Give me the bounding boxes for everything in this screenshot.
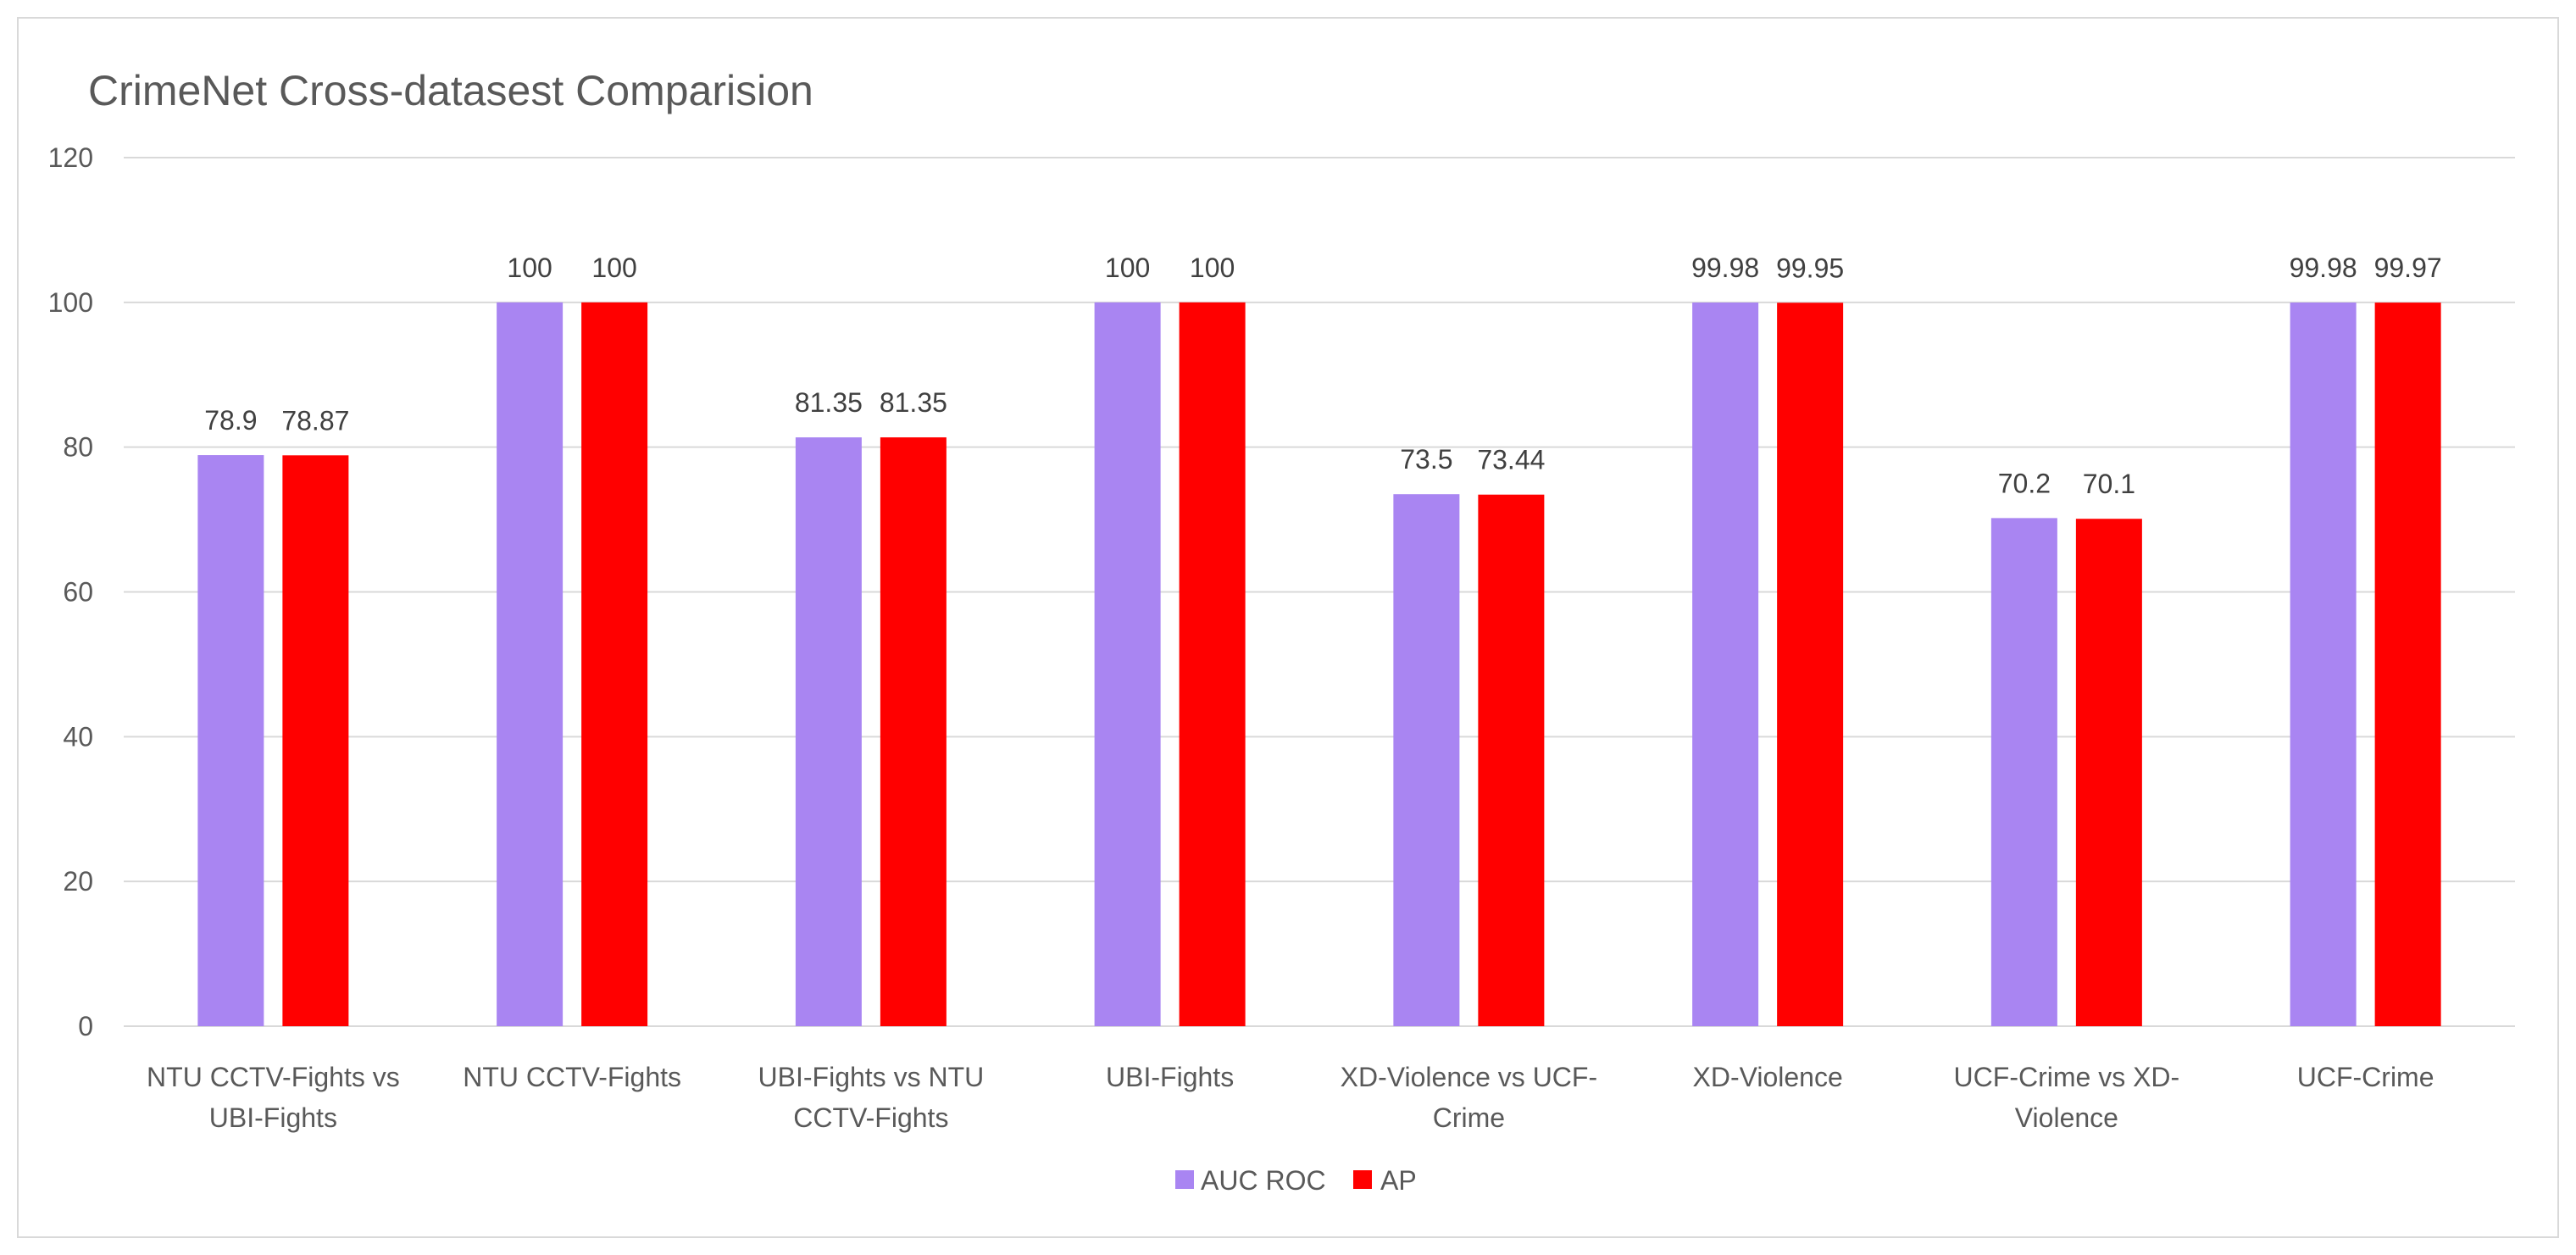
data-label: 99.98 [1691,253,1759,283]
data-label: 100 [1190,253,1235,283]
data-label: 100 [591,253,636,283]
data-label: 70.2 [1998,468,2051,498]
legend-label: AUC ROC [1201,1165,1326,1196]
bar-ap[interactable] [2075,519,2142,1026]
data-label: 81.35 [880,387,947,418]
y-tick-label: 60 [63,577,93,608]
legend-swatch [1353,1170,1372,1189]
data-label: 78.87 [281,405,349,436]
x-axis-categories: NTU CCTV-Fights vs UBI-Fights NTU CCTV-Fig… [147,1062,2434,1133]
bar-auc-roc[interactable] [1094,302,1161,1026]
data-label: 99.97 [2374,253,2442,283]
bar-auc-roc[interactable] [1990,518,2057,1026]
x-category-label: UBI-Fights vs NTU [758,1062,985,1092]
bar-auc-roc[interactable] [1393,494,1460,1026]
x-category-label: UBI-Fights [1106,1062,1234,1092]
data-label: 99.95 [1776,253,1844,283]
y-tick-label: 100 [48,287,93,318]
bar-ap[interactable] [1478,494,1545,1026]
bar-ap[interactable] [1777,303,1844,1027]
bar-auc-roc[interactable] [2290,303,2357,1027]
data-label: 73.44 [1477,445,1545,475]
bar-chart: CrimeNet Cross-datasest Comparision 0 20 4… [48,67,2515,1196]
x-category-label: Crime [1433,1102,1505,1133]
x-category-label: UBI-Fights [209,1102,337,1133]
bar-auc-roc[interactable] [1692,303,1759,1027]
bar-ap[interactable] [282,455,349,1026]
bar-ap[interactable] [581,302,648,1026]
x-category-label: CCTV-Fights [793,1102,948,1133]
bars [197,302,2441,1027]
data-label: 100 [507,253,552,283]
bar-auc-roc[interactable] [497,302,564,1026]
data-labels: 78.9 78.87 100 100 81.35 81.35 100 100 73.5 73.44… [204,253,2441,499]
bar-auc-roc[interactable] [197,455,264,1026]
x-category-label: UCF-Crime [2297,1062,2434,1092]
y-tick-label: 20 [63,866,93,897]
x-category-label: XD-Violence vs UCF- [1341,1062,1597,1092]
bar-ap[interactable] [880,437,947,1026]
x-category-label: XD-Violence [1692,1062,1842,1092]
y-tick-label: 80 [63,432,93,463]
data-label: 70.1 [2083,469,2135,499]
y-axis-ticks: 0 20 40 60 80 100 120 [48,142,93,1041]
data-label: 81.35 [795,387,863,418]
legend-swatch [1175,1170,1194,1189]
data-label: 78.9 [204,405,257,436]
data-label: 100 [1105,253,1150,283]
y-tick-label: 120 [48,142,93,173]
bar-auc-roc[interactable] [795,437,862,1026]
x-category-label: NTU CCTV-Fights vs [147,1062,400,1092]
y-tick-label: 0 [78,1011,93,1041]
bar-ap[interactable] [2374,303,2441,1026]
legend[interactable]: AUC ROC AP [1175,1165,1417,1196]
bar-ap[interactable] [1179,302,1246,1026]
x-category-label: UCF-Crime vs XD- [1954,1062,2180,1092]
y-tick-label: 40 [63,721,93,752]
legend-label: AP [1380,1165,1417,1196]
x-category-label: NTU CCTV-Fights [463,1062,681,1092]
chart-frame: CrimeNet Cross-datasest Comparision 0 20 4… [17,17,2559,1238]
data-label: 73.5 [1400,444,1452,475]
data-label: 99.98 [2290,253,2357,283]
x-category-label: Violence [2015,1102,2118,1133]
chart-title: CrimeNet Cross-datasest Comparision [88,67,813,114]
gridlines [124,157,2515,1027]
